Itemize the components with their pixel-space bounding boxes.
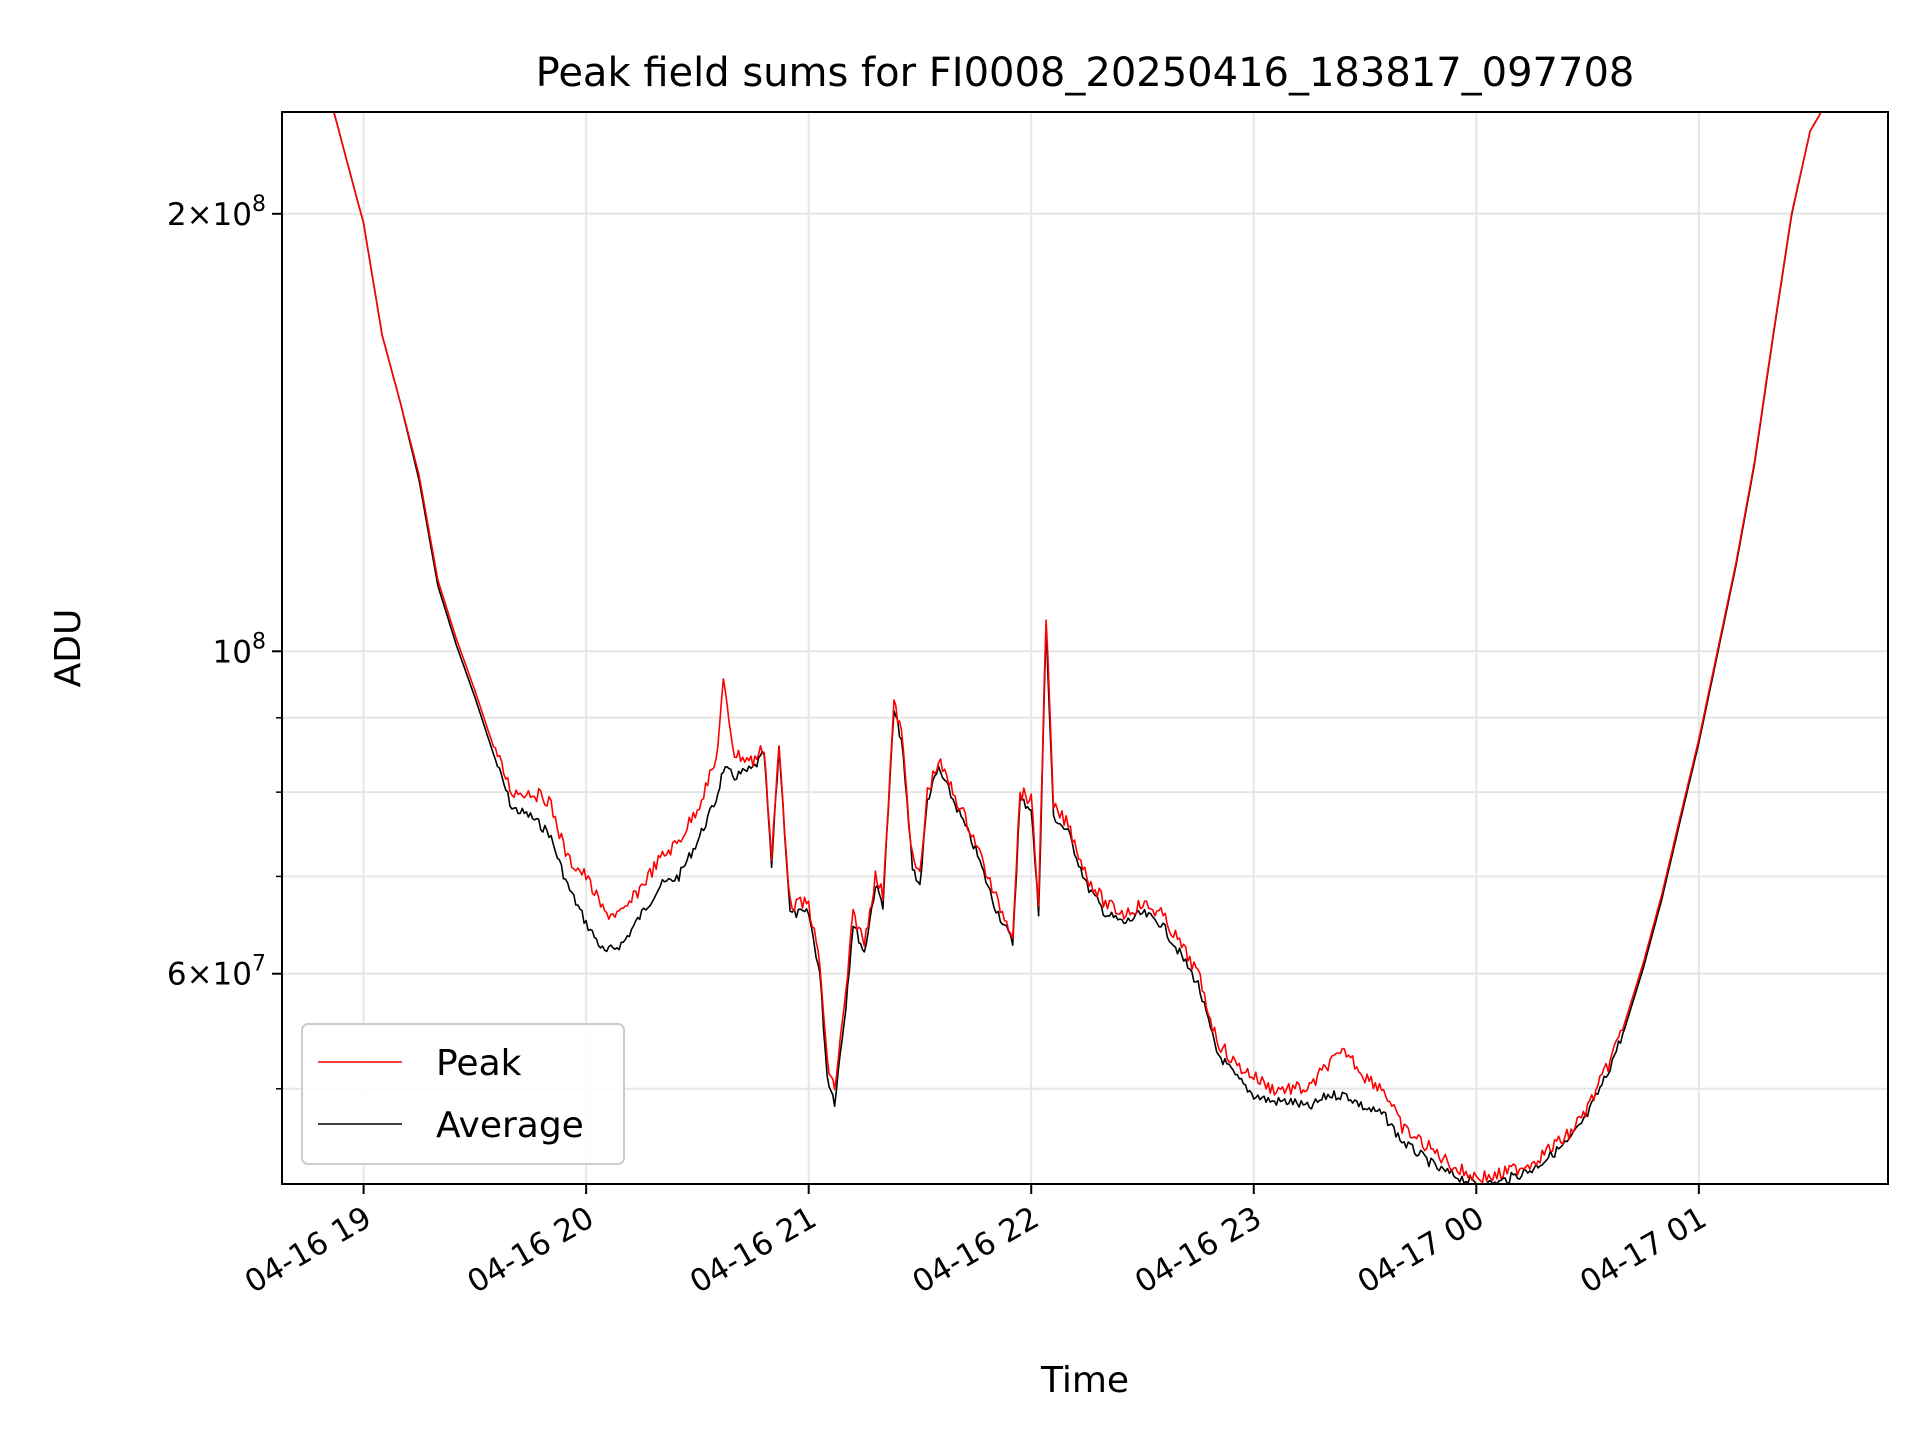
legend-label-peak: Peak <box>436 1043 522 1084</box>
legend-label-average: Average <box>436 1105 584 1146</box>
series-line-average <box>282 111 1888 1185</box>
plot-frame <box>281 111 1889 1185</box>
legend-box <box>301 1023 625 1165</box>
y-tick-label: 6×107 <box>167 952 266 993</box>
series-lines <box>282 111 1888 1185</box>
chart-title: Peak field sums for FI0008_20250416_1838… <box>536 50 1635 96</box>
y-tick-label: 2×108 <box>167 192 266 233</box>
legend: Peak Average <box>301 1023 625 1165</box>
x-axis-label: Time <box>1040 1360 1129 1401</box>
y-axis-label: ADU <box>48 609 89 688</box>
series-line-peak <box>282 111 1888 1184</box>
